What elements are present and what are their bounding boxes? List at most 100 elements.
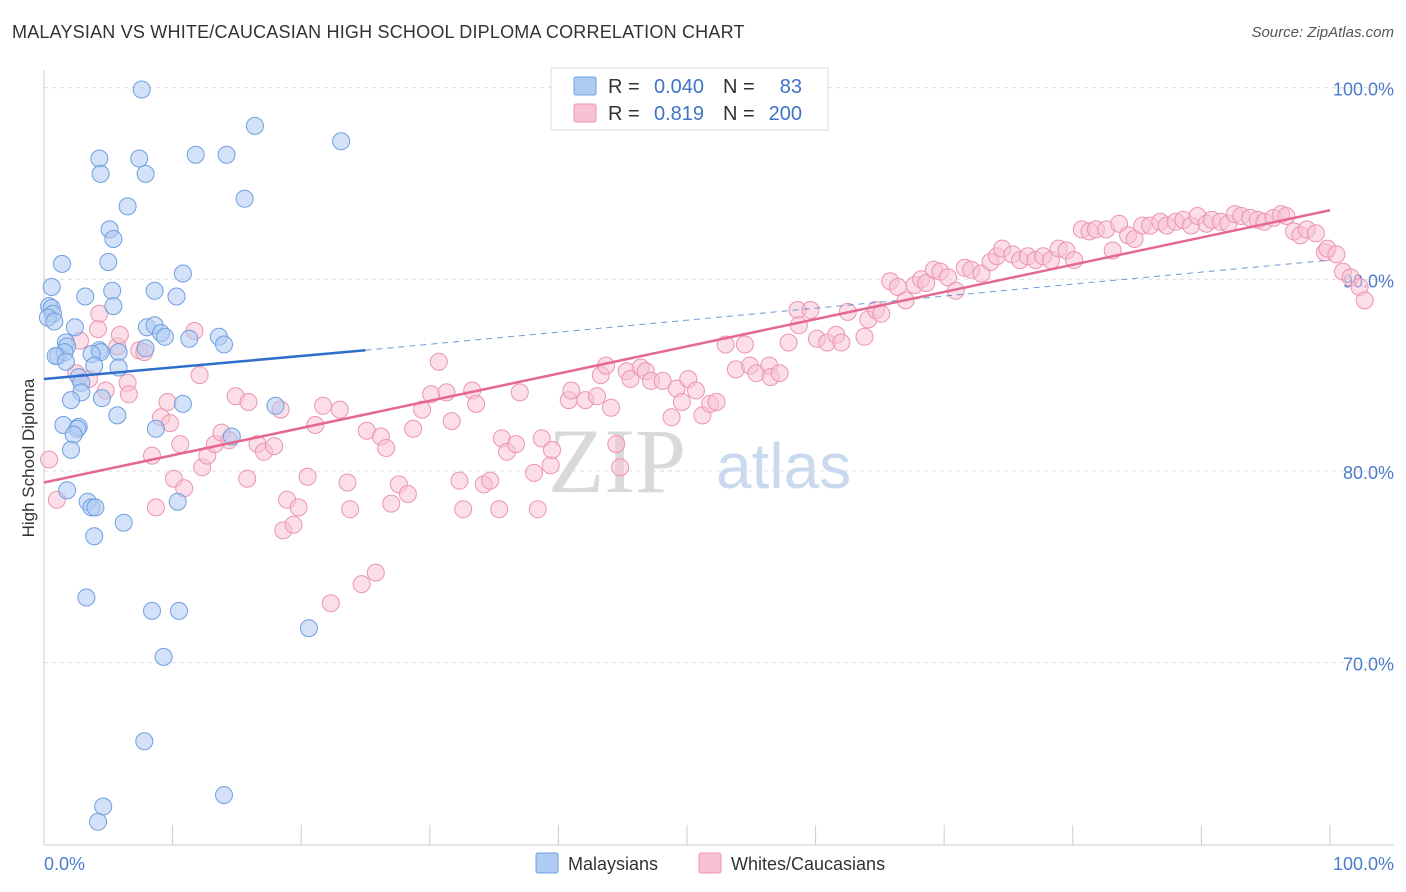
white-point-72 [525,463,543,482]
white-point-54 [398,485,417,503]
bottom-legend-swatch-whites [698,852,722,874]
white-point-67 [490,500,509,519]
white-point-91 [653,371,672,390]
white-point-52 [382,494,401,513]
white-point-153 [1125,230,1144,248]
malaysian-point-74 [154,647,173,666]
malaysian-point-71 [143,601,161,620]
y-tick-label-0: 100.0% [1333,80,1394,100]
white-point-46 [341,500,360,519]
white-point-62 [454,500,473,519]
malaysian-point-2 [332,132,351,151]
white-point-107 [770,364,789,383]
malaysian-point-15 [173,264,192,283]
malaysian-point-27 [65,318,84,337]
series-whites-caucasians [40,205,1374,613]
malaysian-point-25 [45,312,64,331]
legend-n-value-1: 200 [769,103,802,125]
malaysian-point-43 [136,339,155,358]
white-point-117 [855,327,874,346]
white-point-111 [801,301,820,319]
malaysian-point-67 [168,492,187,511]
white-point-30 [239,393,258,411]
y-tick-labels: 100.0%90.0%80.0%70.0% [1333,80,1394,675]
white-point-40 [298,467,317,486]
white-point-64 [467,394,486,413]
malaysian-point-33 [180,329,199,348]
white-point-31 [238,469,257,488]
bottom-legend-label-whites: Whites/Caucasians [731,854,885,874]
malaysian-point-17 [76,287,95,306]
white-point-47 [352,575,371,594]
malaysian-point-20 [167,287,186,306]
malaysian-point-77 [94,797,113,816]
white-point-56 [413,400,432,419]
malaysian-point-72 [170,601,188,620]
malaysian-point-19 [145,281,164,300]
white-point-17 [158,393,177,411]
white-point-94 [672,393,691,411]
malaysian-point-10 [118,197,137,216]
legend-r-label-0: R = [608,76,640,98]
malaysian-point-60 [62,440,80,459]
y-tick-label-3: 70.0% [1343,655,1394,675]
white-point-34 [265,437,284,456]
malaysian-point-8 [136,164,155,183]
malaysian-point-1 [245,116,264,135]
malaysian-point-18 [103,281,122,300]
legend-n-value-0: 83 [780,76,802,98]
white-point-102 [735,335,754,354]
legend-r-value-1: 0.819 [654,103,704,125]
white-point-9 [110,325,129,344]
malaysians-trend-line [43,348,366,381]
malaysian-point-14 [99,253,118,271]
white-point-70 [507,435,525,454]
malaysian-point-66 [86,498,105,517]
malaysian-point-63 [58,481,77,500]
white-point-44 [330,400,349,419]
malaysian-point-73 [299,619,318,638]
x-tick-marks [172,825,1331,845]
white-point-38 [284,515,303,534]
malaysian-point-53 [173,394,192,413]
source-label: Source: ZipAtlas.com [1251,24,1394,41]
malaysian-point-12 [104,230,123,248]
white-point-129 [939,268,958,287]
y-axis-label: High School Diploma [19,378,38,537]
white-point-11 [119,385,138,404]
white-point-84 [607,435,626,454]
malaysian-point-59 [64,425,83,444]
malaysian-point-9 [235,189,254,208]
malaysian-point-54 [266,396,285,415]
malaysian-point-32 [155,327,174,346]
white-point-60 [442,412,461,431]
y-tick-label-2: 80.0% [1343,463,1394,483]
white-point-45 [338,473,357,492]
white-point-61 [450,471,469,490]
white-point-71 [510,383,529,402]
malaysian-point-45 [56,352,75,371]
malaysian-point-78 [89,812,107,831]
legend-box [550,67,829,131]
white-point-76 [543,440,561,459]
malaysian-point-61 [146,419,165,438]
malaysian-point-46 [85,356,104,375]
malaysian-point-26 [104,297,123,316]
gridlines [44,87,1394,664]
trend-lines [43,209,1331,484]
white-point-39 [289,498,308,517]
white-point-83 [602,398,621,417]
bottom-legend-label-malaysians: Malaysians [568,854,658,874]
white-point-78 [562,381,581,400]
white-point-184 [1355,291,1374,310]
malaysian-point-55 [108,406,127,425]
white-point-99 [707,393,726,411]
white-point-0 [40,450,59,469]
legend-n-label-0: N = [723,76,755,98]
white-point-42 [314,396,333,415]
white-point-75 [541,456,560,475]
malaysian-point-68 [114,513,133,532]
series-legend: Malaysians Whites/Caucasians [535,852,885,874]
malaysian-point-51 [62,391,80,410]
